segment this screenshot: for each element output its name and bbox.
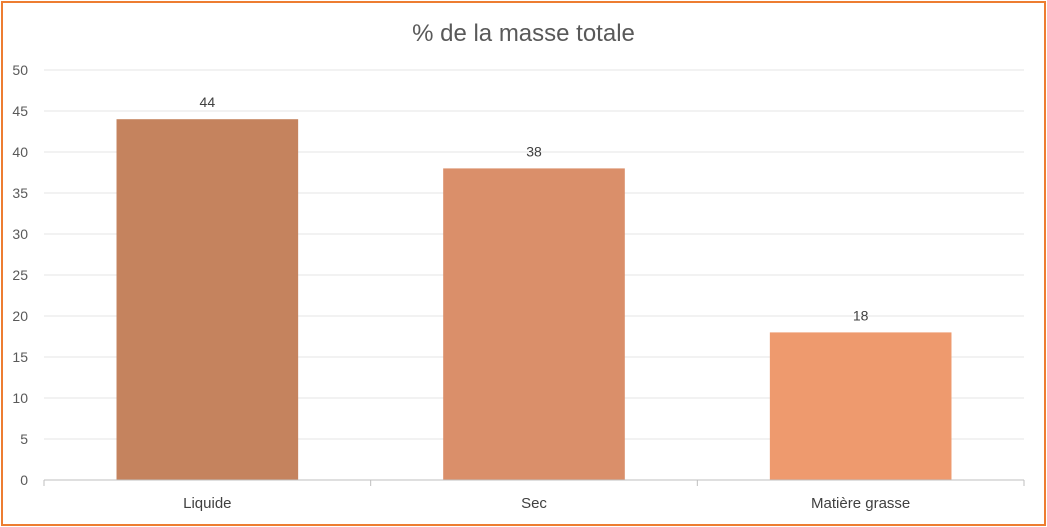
x-tick-label: Matière grasse [811,495,910,512]
bar-liquide [116,119,299,480]
data-label: 44 [200,94,216,110]
y-tick-label: 50 [12,62,28,78]
y-tick-label: 25 [12,267,28,283]
y-tick-label: 40 [12,144,28,160]
x-axis: Liquide Sec Matière grasse [43,479,1025,512]
data-label: 38 [526,143,542,159]
y-axis: 0 5 10 15 20 25 30 35 40 45 50 [12,62,28,488]
data-label: 18 [853,307,869,323]
y-tick-label: 45 [12,103,28,119]
bars: 44 38 18 [116,94,952,480]
x-tick-label: Liquide [183,495,231,512]
y-tick-label: 5 [20,431,28,447]
y-tick-label: 10 [12,390,28,406]
bar-sec [443,168,625,480]
y-tick-label: 0 [20,472,28,488]
x-tick-label: Sec [521,495,547,512]
y-tick-label: 35 [12,185,28,201]
bar-mati-re-grasse [769,332,952,480]
chart-title: % de la masse totale [412,20,635,47]
y-tick-label: 30 [12,226,28,242]
y-tick-label: 15 [12,349,28,365]
y-tick-label: 20 [12,308,28,324]
